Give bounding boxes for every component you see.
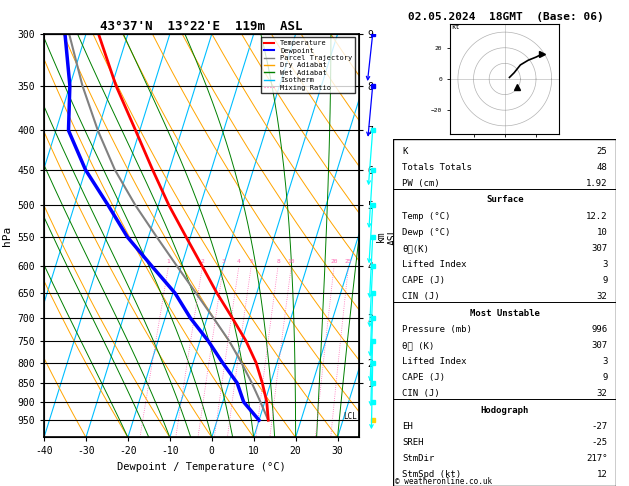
Text: 2: 2 (201, 259, 204, 264)
Text: 12: 12 (597, 470, 608, 479)
Text: 32: 32 (597, 389, 608, 399)
Text: 12.2: 12.2 (586, 211, 608, 221)
Text: 10: 10 (287, 259, 295, 264)
Text: Pressure (mb): Pressure (mb) (402, 325, 472, 334)
Text: 217°: 217° (586, 454, 608, 463)
Title: 43°37'N  13°22'E  119m  ASL: 43°37'N 13°22'E 119m ASL (100, 20, 303, 33)
Text: K: K (402, 147, 408, 156)
Text: PW (cm): PW (cm) (402, 179, 440, 188)
Text: 25: 25 (345, 259, 352, 264)
Text: LCL: LCL (343, 412, 357, 421)
Text: Temp (°C): Temp (°C) (402, 211, 450, 221)
Text: 8: 8 (276, 259, 280, 264)
Text: Dewp (°C): Dewp (°C) (402, 228, 450, 237)
Text: CIN (J): CIN (J) (402, 293, 440, 301)
Text: Lifted Index: Lifted Index (402, 357, 467, 366)
Text: θᴄ(K): θᴄ(K) (402, 244, 429, 253)
Text: 9: 9 (602, 276, 608, 285)
Text: 25: 25 (597, 147, 608, 156)
Y-axis label: hPa: hPa (2, 226, 12, 246)
Text: 1.92: 1.92 (586, 179, 608, 188)
Text: Lifted Index: Lifted Index (402, 260, 467, 269)
Text: StmDir: StmDir (402, 454, 434, 463)
Text: kt: kt (452, 24, 460, 30)
Text: 996: 996 (591, 325, 608, 334)
Text: -27: -27 (591, 422, 608, 431)
Text: CAPE (J): CAPE (J) (402, 276, 445, 285)
Text: 5: 5 (249, 259, 253, 264)
Text: 4: 4 (237, 259, 241, 264)
Text: 3: 3 (221, 259, 225, 264)
Text: θᴄ (K): θᴄ (K) (402, 341, 434, 350)
X-axis label: Dewpoint / Temperature (°C): Dewpoint / Temperature (°C) (117, 462, 286, 472)
Text: 20: 20 (330, 259, 338, 264)
Text: Most Unstable: Most Unstable (470, 309, 540, 317)
Text: 3: 3 (602, 260, 608, 269)
Text: Totals Totals: Totals Totals (402, 163, 472, 172)
Text: Surface: Surface (486, 195, 523, 205)
Text: SREH: SREH (402, 438, 423, 447)
Text: 307: 307 (591, 244, 608, 253)
Legend: Temperature, Dewpoint, Parcel Trajectory, Dry Adiabat, Wet Adiabat, Isotherm, Mi: Temperature, Dewpoint, Parcel Trajectory… (261, 37, 355, 93)
Text: 1: 1 (167, 259, 170, 264)
Y-axis label: km
ASL: km ASL (376, 227, 398, 244)
Text: 02.05.2024  18GMT  (Base: 06): 02.05.2024 18GMT (Base: 06) (408, 12, 604, 22)
Text: © weatheronline.co.uk: © weatheronline.co.uk (395, 477, 492, 486)
Text: StmSpd (kt): StmSpd (kt) (402, 470, 461, 479)
Text: 10: 10 (597, 228, 608, 237)
Text: 32: 32 (597, 293, 608, 301)
Text: EH: EH (402, 422, 413, 431)
Text: CIN (J): CIN (J) (402, 389, 440, 399)
Text: 9: 9 (602, 373, 608, 382)
Text: 3: 3 (602, 357, 608, 366)
Text: CAPE (J): CAPE (J) (402, 373, 445, 382)
Text: 307: 307 (591, 341, 608, 350)
Text: -25: -25 (591, 438, 608, 447)
Text: 48: 48 (597, 163, 608, 172)
Text: Hodograph: Hodograph (481, 405, 529, 415)
